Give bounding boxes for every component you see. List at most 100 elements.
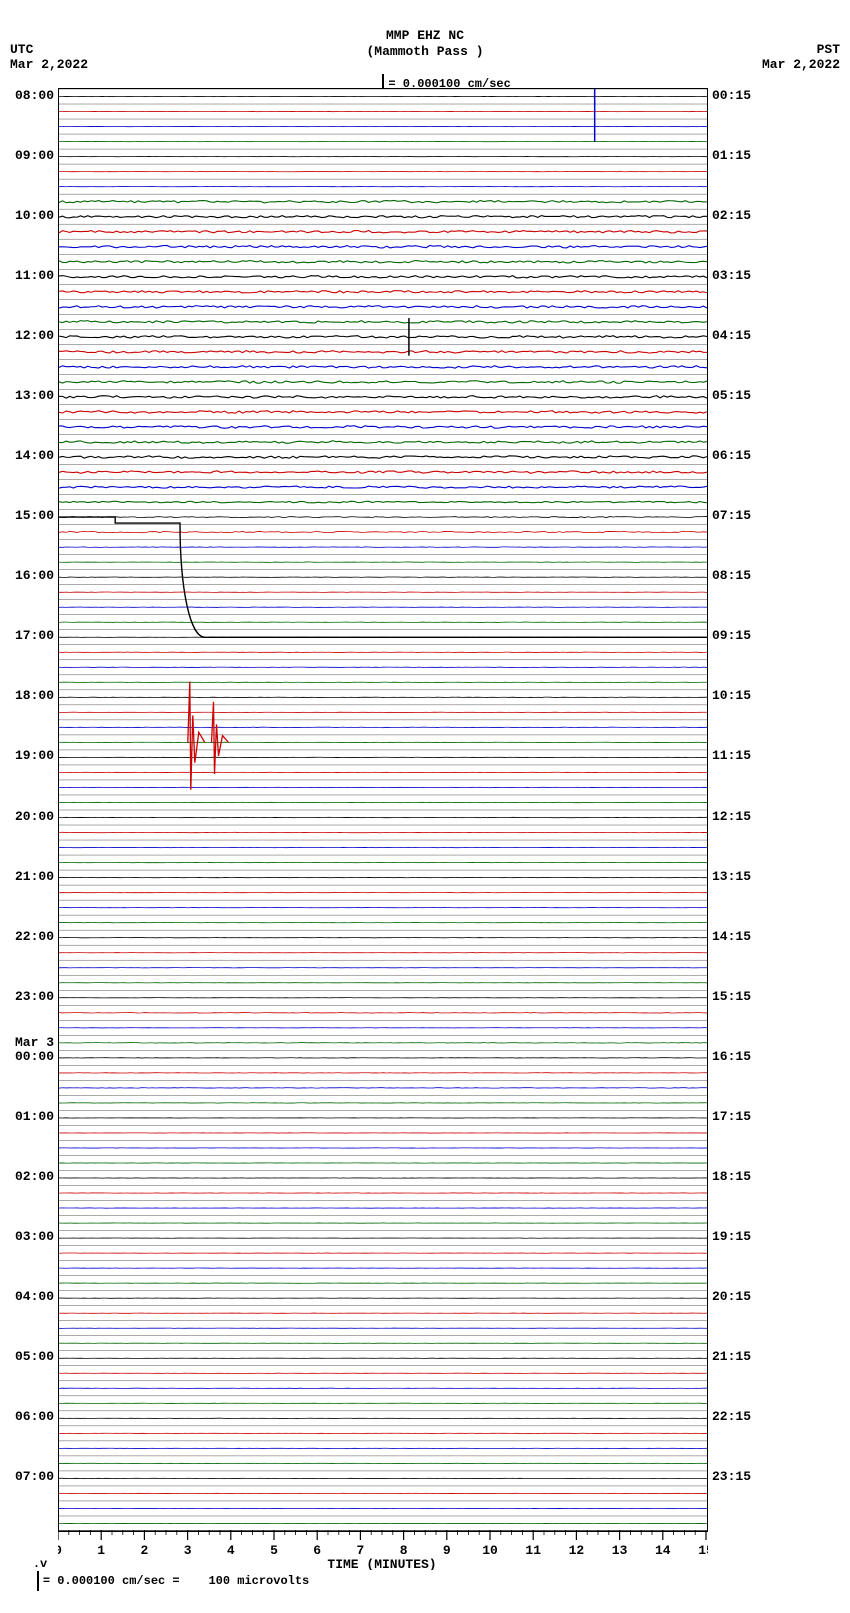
pst-hour-label: 23:15 <box>712 1469 751 1484</box>
pst-hour-label: 15:15 <box>712 989 751 1004</box>
trace-row <box>59 351 707 354</box>
pst-hour-label: 04:15 <box>712 328 751 343</box>
utc-hour-label: 01:00 <box>15 1109 54 1124</box>
pst-hour-label: 17:15 <box>712 1109 751 1124</box>
trace-row <box>59 531 707 532</box>
pst-hour-label: 00:15 <box>712 88 751 103</box>
svg-text:1: 1 <box>97 1543 105 1558</box>
svg-text:0: 0 <box>58 1543 62 1558</box>
trace-row <box>59 456 707 458</box>
seismogram-svg <box>59 89 707 1531</box>
utc-hour-label: 07:00 <box>15 1469 54 1484</box>
trace-row <box>59 547 707 548</box>
x-axis-svg: 0123456789101112131415TIME (MINUTES) <box>58 1530 708 1570</box>
pst-hour-label: 12:15 <box>712 809 751 824</box>
footer-scale-bar-icon <box>37 1571 39 1591</box>
svg-text:7: 7 <box>356 1543 364 1558</box>
svg-text:6: 6 <box>313 1543 321 1558</box>
utc-hour-label: 03:00 <box>15 1229 54 1244</box>
utc-hour-label: 08:00 <box>15 88 54 103</box>
svg-text:3: 3 <box>184 1543 192 1558</box>
trace-row <box>59 426 707 428</box>
pst-hour-label: 22:15 <box>712 1409 751 1424</box>
trace-row <box>59 727 707 728</box>
utc-hour-label: 15:00 <box>15 508 54 523</box>
trace-row <box>59 471 707 473</box>
pst-hour-label: 03:15 <box>712 268 751 283</box>
svg-text:12: 12 <box>569 1543 585 1558</box>
svg-text:13: 13 <box>612 1543 628 1558</box>
trace-row <box>59 260 707 262</box>
trace-row <box>59 411 707 414</box>
svg-text:10: 10 <box>482 1543 498 1558</box>
svg-text:2: 2 <box>140 1543 148 1558</box>
utc-hour-label: 05:00 <box>15 1349 54 1364</box>
trace-row <box>59 306 707 308</box>
utc-hour-label: 16:00 <box>15 568 54 583</box>
utc-hour-label: 11:00 <box>15 268 54 283</box>
pst-hour-label: 19:15 <box>712 1229 751 1244</box>
day-marker: Mar 3 <box>15 1035 54 1050</box>
pst-hour-label: 14:15 <box>712 929 751 944</box>
pst-hour-label: 16:15 <box>712 1049 751 1064</box>
pst-hour-label: 11:15 <box>712 748 751 763</box>
utc-hour-label: 09:00 <box>15 148 54 163</box>
x-axis-label: TIME (MINUTES) <box>327 1557 436 1570</box>
trace-row <box>59 245 707 247</box>
trace-row <box>59 1013 707 1014</box>
pst-hour-label: 05:15 <box>712 388 751 403</box>
svg-text:9: 9 <box>443 1543 451 1558</box>
trace-row <box>59 230 707 232</box>
svg-text:4: 4 <box>227 1543 235 1558</box>
pst-hour-label: 13:15 <box>712 869 751 884</box>
left-tz-label: UTC <box>10 42 33 57</box>
pst-hour-label: 07:15 <box>712 508 751 523</box>
pst-hour-label: 18:15 <box>712 1169 751 1184</box>
utc-hour-label: 21:00 <box>15 869 54 884</box>
utc-hour-label: 13:00 <box>15 388 54 403</box>
pst-hour-label: 20:15 <box>712 1289 751 1304</box>
svg-text:5: 5 <box>270 1543 278 1558</box>
svg-text:11: 11 <box>525 1543 541 1558</box>
utc-hour-label: 14:00 <box>15 448 54 463</box>
utc-hour-label: 10:00 <box>15 208 54 223</box>
right-date-label: Mar 2,2022 <box>762 57 840 72</box>
svg-text:15: 15 <box>698 1543 708 1558</box>
trace-row <box>59 517 707 518</box>
trace-row <box>59 276 707 278</box>
pst-hour-label: 21:15 <box>712 1349 751 1364</box>
trace-row <box>59 321 707 323</box>
pst-hour-label: 02:15 <box>712 208 751 223</box>
utc-hour-label: 00:00 <box>15 1049 54 1064</box>
trace-row <box>59 1043 707 1044</box>
station-name: (Mammoth Pass ) <box>0 44 850 60</box>
right-tz-label: PST <box>817 42 840 57</box>
plot-area <box>58 88 708 1532</box>
utc-hour-label: 17:00 <box>15 628 54 643</box>
seismogram-page: MMP EHZ NC (Mammoth Pass ) = 0.000100 cm… <box>0 0 850 1613</box>
trace-row <box>59 441 707 444</box>
trace-row <box>59 501 707 503</box>
trace-row <box>59 291 707 293</box>
pst-hour-label: 01:15 <box>712 148 751 163</box>
trace-row <box>59 216 707 218</box>
footer-scale-prefix: .v <box>33 1557 47 1571</box>
utc-hour-label: 12:00 <box>15 328 54 343</box>
trace-row <box>59 366 707 368</box>
pst-hour-label: 10:15 <box>712 688 751 703</box>
svg-text:8: 8 <box>400 1543 408 1558</box>
utc-hour-label: 23:00 <box>15 989 54 1004</box>
footer-scale-text: = 0.000100 cm/sec = 100 microvolts <box>43 1574 309 1588</box>
trace-row <box>59 486 707 488</box>
utc-hour-label: 18:00 <box>15 688 54 703</box>
utc-hour-label: 20:00 <box>15 809 54 824</box>
utc-hour-label: 06:00 <box>15 1409 54 1424</box>
utc-hour-label: 19:00 <box>15 748 54 763</box>
left-date-label: Mar 2,2022 <box>10 57 88 72</box>
utc-hour-label: 02:00 <box>15 1169 54 1184</box>
svg-text:14: 14 <box>655 1543 671 1558</box>
pst-hour-label: 06:15 <box>712 448 751 463</box>
pst-hour-label: 08:15 <box>712 568 751 583</box>
trace-row <box>59 1088 707 1089</box>
utc-hour-label: 04:00 <box>15 1289 54 1304</box>
